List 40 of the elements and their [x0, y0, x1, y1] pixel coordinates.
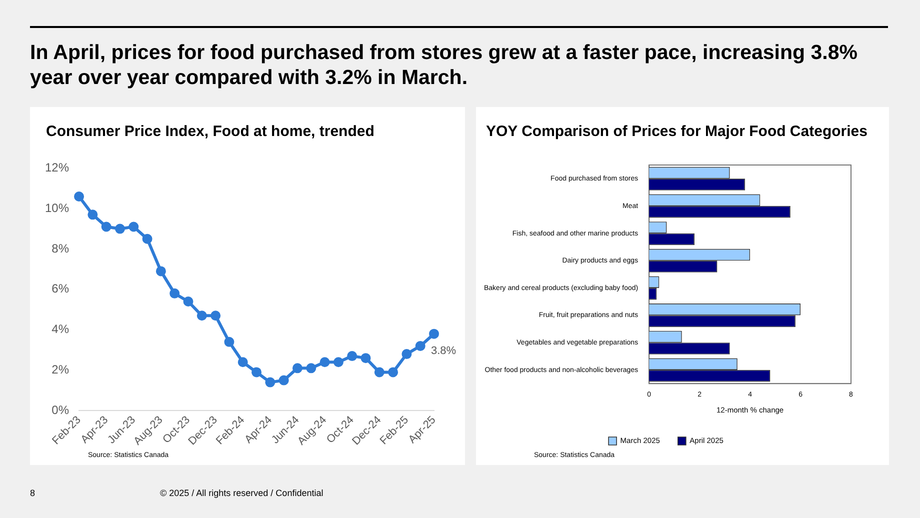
point: [101, 222, 112, 232]
data-label: 3.8%: [431, 344, 456, 357]
text: 8: [30, 488, 36, 498]
y-tick-label: 8%: [52, 241, 70, 256]
point: [196, 310, 207, 321]
point: [210, 310, 221, 321]
point: [415, 340, 426, 351]
point: [88, 210, 98, 220]
text: © 2025 / All rights reserved / Confidential: [160, 488, 324, 498]
chart-title: Consumer Price Index, Food at home, trended: [46, 123, 374, 140]
text: In April, prices for food purchased from stores grew at a faster pace, increasing 3.8% year over year compared with 3.2% in March.: [30, 40, 858, 90]
y-tick-label: 6%: [52, 282, 70, 296]
point: [114, 224, 125, 234]
point: [74, 191, 84, 202]
point: [360, 353, 371, 364]
point: [183, 296, 194, 307]
point: [170, 288, 180, 298]
point: [265, 377, 276, 388]
y-tick-label: 10%: [44, 200, 70, 215]
point: [252, 367, 262, 378]
chart-title: YOY Comparison of Prices for Major Food Categories: [486, 123, 868, 140]
point: [128, 222, 139, 232]
y-tick-label: 0%: [52, 402, 70, 417]
point: [388, 367, 398, 378]
point: [333, 357, 344, 368]
point: [156, 266, 166, 276]
point: [320, 357, 330, 368]
point: [306, 363, 316, 374]
y-tick-label: 12%: [44, 160, 70, 175]
y-tick-label: 4%: [52, 322, 70, 336]
point: [402, 349, 412, 360]
point: [278, 375, 289, 386]
point: [429, 328, 439, 339]
point: [292, 363, 302, 374]
point: [224, 336, 234, 347]
y-tick-label: 2%: [52, 362, 70, 376]
point: [347, 351, 358, 362]
point: [142, 234, 152, 244]
point: [238, 357, 248, 368]
point: [374, 367, 384, 378]
